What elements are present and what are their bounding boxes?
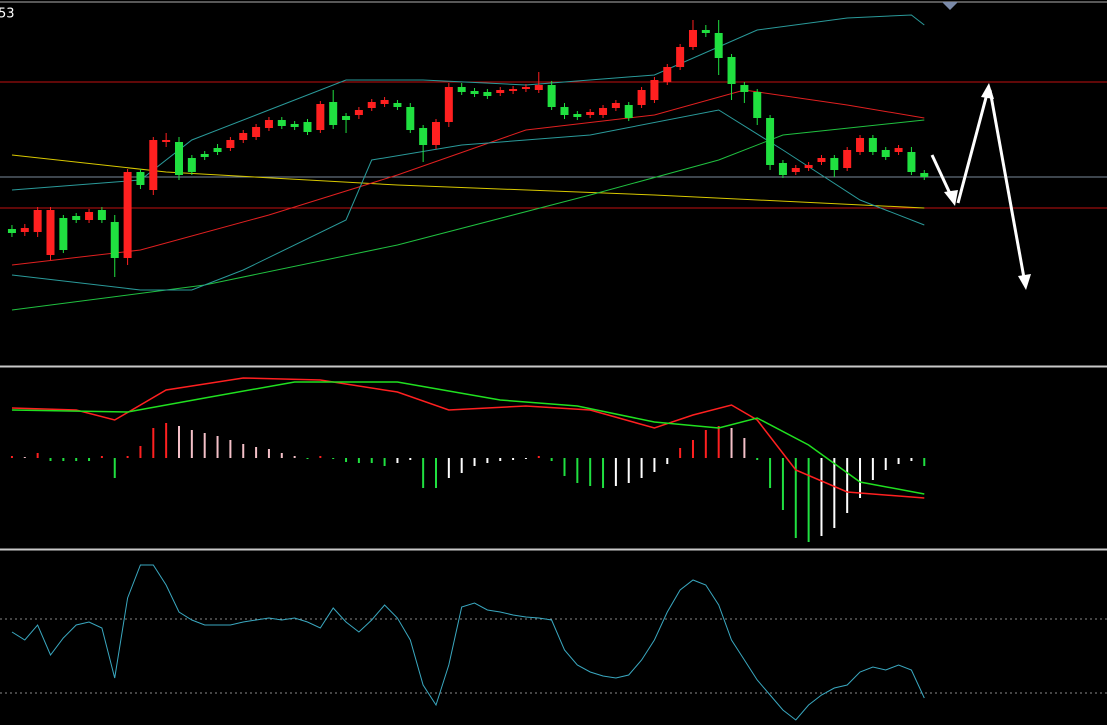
arrowhead: [944, 190, 958, 206]
candle-body: [817, 158, 826, 162]
candle-body: [123, 172, 132, 258]
arrow: [988, 89, 1026, 279]
indicator-line: [11, 89, 925, 266]
candle-body: [149, 140, 158, 190]
candle-body: [354, 110, 363, 115]
candle-body: [303, 122, 312, 132]
candle-body: [509, 89, 518, 91]
candle-body: [778, 163, 787, 175]
candle-body: [342, 116, 351, 120]
candle-body: [688, 30, 697, 47]
candle-body: [843, 150, 852, 168]
candle-body: [97, 210, 106, 220]
candle-body: [316, 104, 325, 130]
indicator-line: [11, 564, 925, 721]
candle-body: [380, 100, 389, 104]
candle-body: [868, 138, 877, 152]
candle-body: [560, 107, 569, 115]
candle-body: [226, 140, 235, 148]
candle-body: [136, 172, 145, 185]
candle-body: [483, 92, 492, 96]
candle-body: [457, 87, 466, 92]
indicator-line: [11, 109, 925, 291]
candle-body: [586, 112, 595, 115]
candle-body: [624, 105, 633, 118]
candle-body: [701, 30, 710, 33]
candle-body: [534, 85, 543, 90]
candle-body: [804, 165, 813, 168]
candle-body: [573, 114, 582, 117]
candle-body: [470, 91, 479, 94]
candle-body: [547, 85, 556, 107]
candle-body: [393, 103, 402, 107]
candle-body: [894, 148, 903, 152]
candle-body: [174, 142, 183, 175]
candle-body: [830, 158, 839, 170]
candle-body: [187, 158, 196, 172]
candle-body: [85, 212, 94, 220]
arrowhead: [981, 83, 994, 99]
indicator-line: [11, 377, 925, 499]
candle-body: [856, 138, 865, 152]
arrow: [956, 89, 990, 204]
candle-body: [239, 133, 248, 140]
candle-body: [740, 85, 749, 92]
candle-body: [431, 122, 440, 145]
scroll-marker: [942, 2, 958, 10]
candle-body: [676, 47, 685, 67]
candle-body: [20, 228, 29, 232]
price-label: 53: [0, 7, 15, 22]
candle-body: [881, 150, 890, 157]
candle-body: [920, 173, 929, 177]
candle-body: [7, 229, 16, 233]
candle-body: [444, 87, 453, 122]
candle-body: [496, 90, 505, 93]
candle-body: [277, 120, 286, 126]
candle-body: [663, 67, 672, 82]
candle-body: [791, 168, 800, 172]
candle-body: [200, 154, 209, 157]
candle-body: [611, 103, 620, 108]
indicator-line: [11, 154, 925, 209]
forecast-arrows: [930, 83, 1031, 290]
indicator-line: [11, 381, 925, 495]
candle-body: [521, 87, 530, 89]
candle-body: [33, 210, 42, 232]
candle-body: [753, 92, 762, 118]
candle-body: [213, 148, 222, 152]
candle-body: [650, 80, 659, 100]
candle-body: [419, 128, 428, 145]
candle-body: [290, 124, 299, 127]
candle-body: [766, 118, 775, 165]
arrowhead: [1018, 274, 1031, 290]
candle-body: [637, 90, 646, 105]
candle-body: [264, 120, 273, 128]
candle-body: [329, 102, 338, 125]
candle-body: [72, 216, 81, 220]
candle-body: [599, 108, 608, 115]
candle-body: [59, 218, 68, 250]
candle-body: [907, 152, 916, 172]
candle-body: [367, 102, 376, 108]
candle-body: [46, 210, 55, 255]
candle-body: [110, 222, 119, 258]
candle-body: [714, 33, 723, 58]
candle-body: [406, 107, 415, 130]
indicator-line: [11, 14, 925, 191]
candle-body: [727, 57, 736, 84]
candle-body: [252, 127, 261, 137]
candle-body: [162, 140, 171, 142]
